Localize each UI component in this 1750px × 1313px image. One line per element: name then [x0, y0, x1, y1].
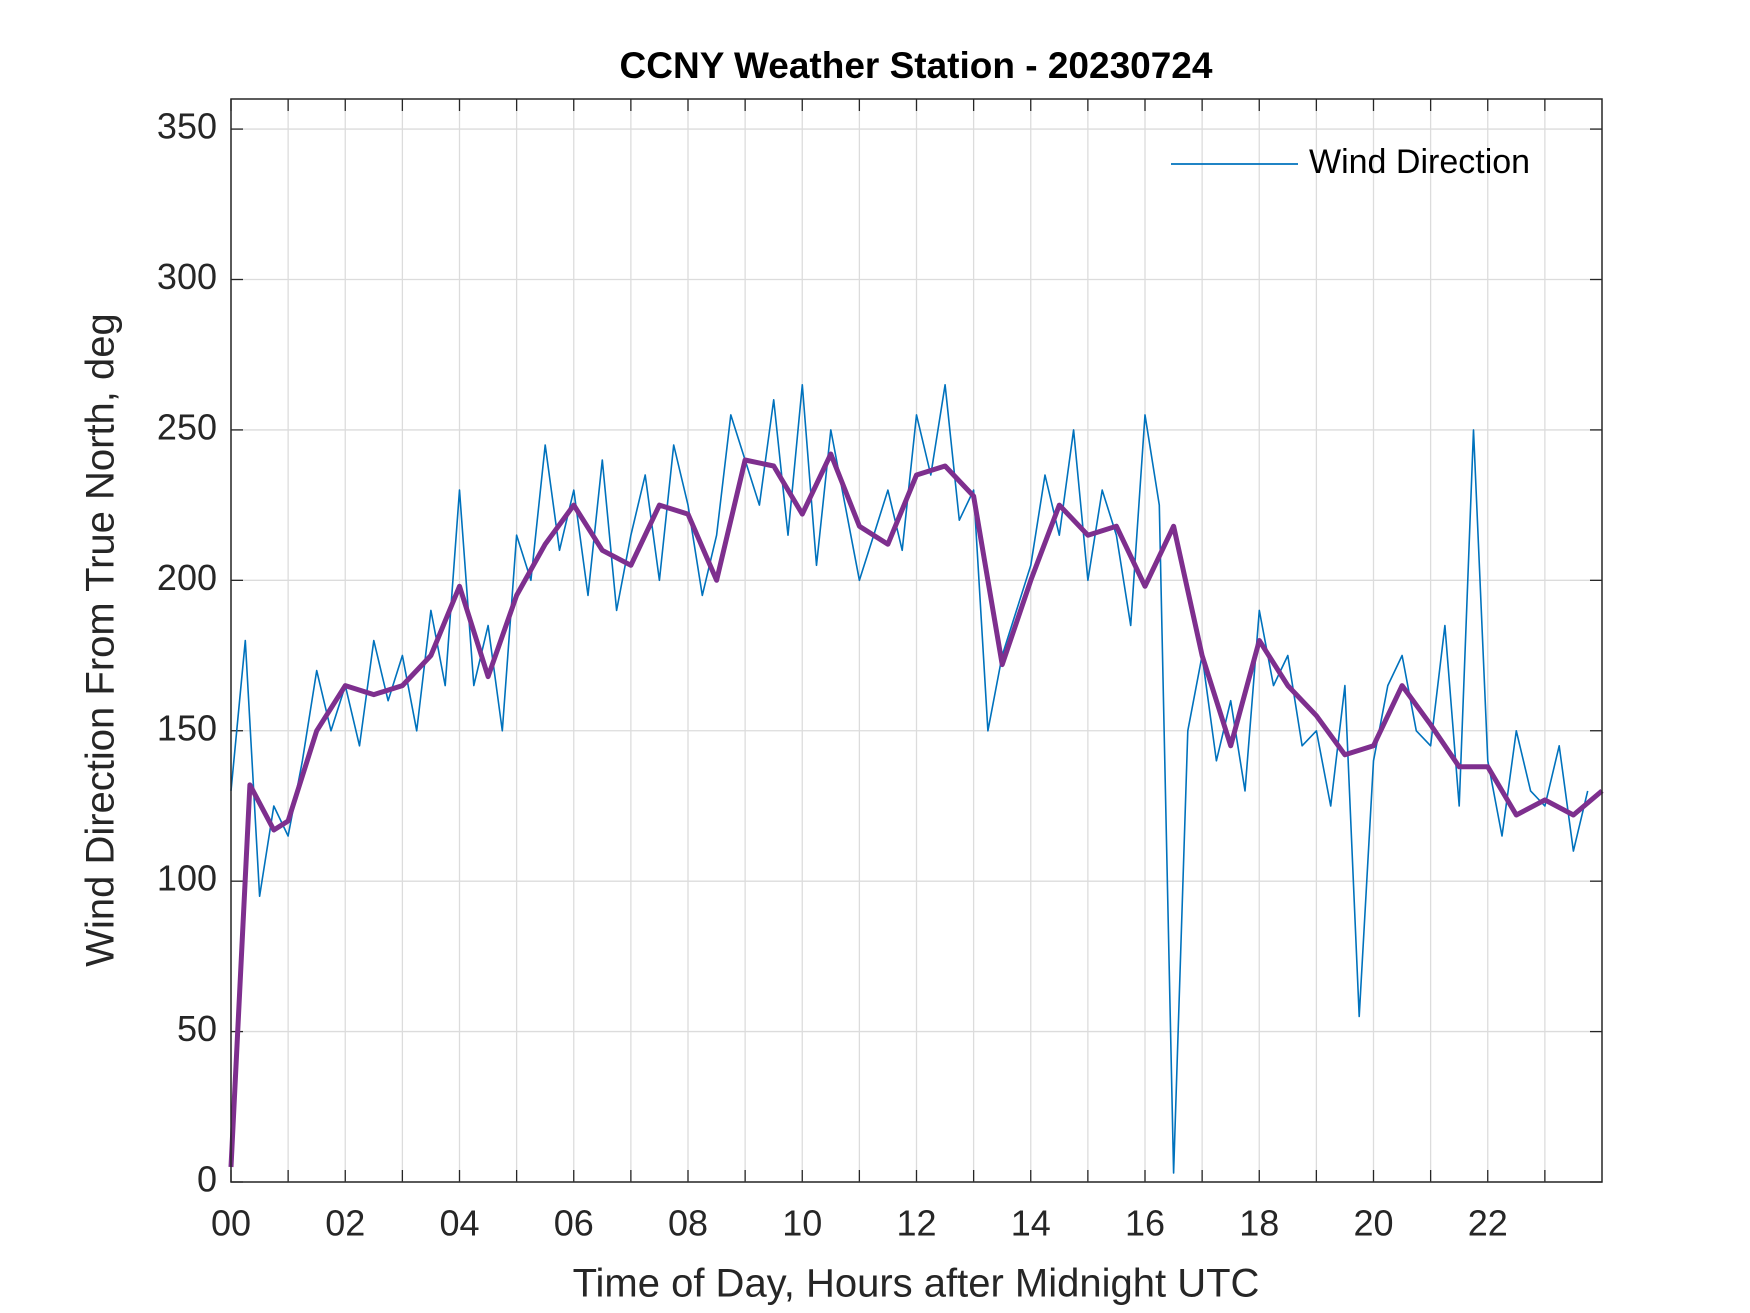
- y-tick-label: 350: [157, 106, 217, 147]
- x-tick-label: 14: [1011, 1203, 1051, 1244]
- x-tick-label: 08: [668, 1203, 708, 1244]
- x-tick-label: 06: [554, 1203, 594, 1244]
- x-tick-label: 00: [211, 1203, 251, 1244]
- y-axis-label: Wind Direction From True North, deg: [79, 313, 123, 967]
- x-tick-label: 02: [325, 1203, 365, 1244]
- chart-title: CCNY Weather Station - 20230724: [620, 45, 1213, 86]
- y-tick-label: 200: [157, 557, 217, 598]
- y-tick-label: 100: [157, 858, 217, 899]
- smoothed-line: [228, 451, 1604, 1168]
- data-line: [230, 383, 1589, 1174]
- plot-frame: [230, 98, 1603, 1183]
- x-tick-label: 20: [1353, 1203, 1393, 1244]
- y-tick-label: 50: [177, 1008, 217, 1049]
- legend-label: Wind Direction: [1309, 143, 1530, 181]
- x-tick-label: 18: [1239, 1203, 1279, 1244]
- y-tick-label: 0: [197, 1159, 217, 1200]
- x-tick-label: 16: [1125, 1203, 1165, 1244]
- x-axis-label: Time of Day, Hours after Midnight UTC: [573, 1262, 1260, 1306]
- y-tick-label: 250: [157, 406, 217, 447]
- x-tick-label: 22: [1468, 1203, 1508, 1244]
- x-tick-label: 12: [896, 1203, 936, 1244]
- x-tick-label: 04: [439, 1203, 479, 1244]
- x-tick-label: 10: [782, 1203, 822, 1244]
- y-tick-label: 150: [157, 707, 217, 748]
- y-tick-label: 300: [157, 256, 217, 297]
